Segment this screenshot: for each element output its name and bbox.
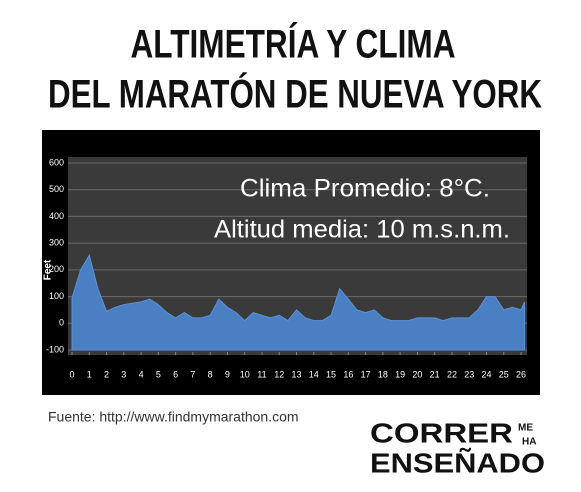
x-tick-label: 21 bbox=[430, 369, 440, 379]
x-tick-label: 5 bbox=[156, 369, 161, 379]
x-tick-label: 17 bbox=[361, 369, 371, 379]
x-tick-label: 20 bbox=[412, 369, 422, 379]
x-tick-label: 4 bbox=[139, 369, 144, 379]
x-tick-label: 3 bbox=[121, 369, 126, 379]
y-axis-label: Feet bbox=[43, 259, 54, 280]
y-tick-label: 300 bbox=[49, 238, 64, 248]
x-tick-label: 25 bbox=[499, 369, 509, 379]
y-tick-label: 0 bbox=[59, 318, 64, 328]
y-tick-label: 500 bbox=[49, 184, 64, 194]
x-tick-label: 22 bbox=[447, 369, 457, 379]
x-tick-label: 10 bbox=[240, 369, 250, 379]
x-tick-label: 23 bbox=[464, 369, 474, 379]
x-tick-label: 16 bbox=[343, 369, 353, 379]
annotation: Clima Promedio: 8°C. bbox=[240, 175, 490, 203]
x-tick-label: 24 bbox=[481, 369, 491, 379]
x-tick-label: 11 bbox=[257, 369, 266, 379]
x-tick-label: 2 bbox=[104, 369, 109, 379]
x-tick-label: 1 bbox=[87, 369, 92, 379]
x-tick-label: 18 bbox=[378, 369, 388, 379]
x-tick-label: 7 bbox=[190, 369, 195, 379]
logo-text: ENSEÑADO bbox=[370, 447, 545, 478]
logo-text: CORRER bbox=[370, 417, 513, 448]
logo-small: HA bbox=[522, 437, 536, 448]
title-line: DEL MARATÓN DE NUEVA YORK bbox=[48, 71, 542, 117]
title-line: ALTIMETRÍA Y CLIMA bbox=[131, 22, 456, 67]
x-tick-label: 14 bbox=[309, 369, 319, 379]
x-tick-label: 15 bbox=[326, 369, 336, 379]
logo-small: ME bbox=[518, 423, 533, 434]
x-tick-label: 0 bbox=[69, 369, 74, 379]
y-tick-label: 200 bbox=[49, 264, 64, 274]
x-tick-label: 9 bbox=[225, 369, 230, 379]
x-tick-label: 13 bbox=[292, 369, 302, 379]
y-tick-label: 600 bbox=[49, 157, 64, 167]
y-tick-label: 400 bbox=[49, 211, 64, 221]
elevation-area bbox=[71, 253, 525, 351]
annotation: Altitud media: 10 m.s.n.m. bbox=[214, 216, 510, 244]
x-tick-label: 6 bbox=[173, 369, 178, 379]
x-tick-label: 19 bbox=[395, 369, 405, 379]
y-tick-label: -100 bbox=[46, 344, 64, 354]
y-tick-label: 100 bbox=[49, 291, 64, 301]
x-tick-label: 12 bbox=[274, 369, 284, 379]
x-tick-label: 8 bbox=[208, 369, 213, 379]
x-tick-label: 26 bbox=[516, 369, 526, 379]
source: Fuente: http://www.findmymarathon.com bbox=[48, 409, 299, 425]
